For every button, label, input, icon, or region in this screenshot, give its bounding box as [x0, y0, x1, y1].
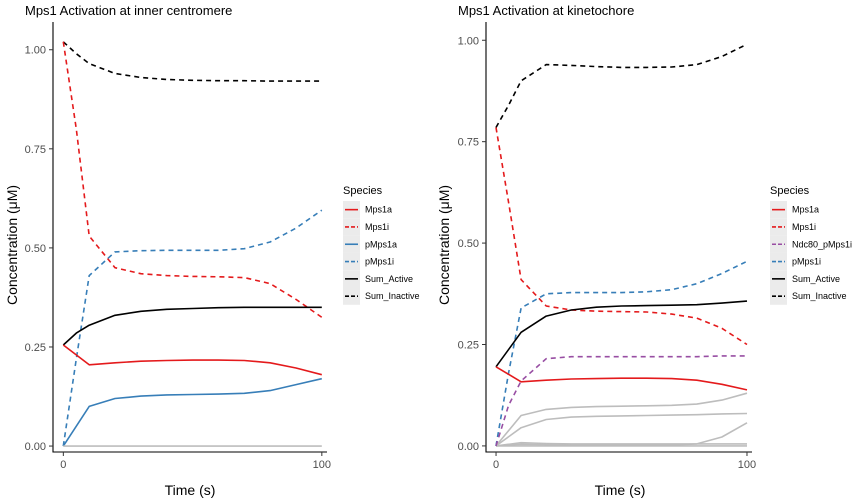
- legend-item-sum-inactive: Sum_Inactive: [343, 287, 420, 305]
- x-tick-label: 0: [60, 459, 66, 471]
- legend-item-mps1i: Mps1i: [770, 218, 816, 236]
- legend-title: Species: [343, 185, 383, 197]
- series-line-mps1a: [495, 366, 748, 391]
- legend-label: pMps1a: [365, 239, 397, 249]
- series-line-mps1i: [62, 41, 323, 318]
- legend-label: Mps1i: [365, 222, 389, 232]
- chart-panel-kinetochore: Mps1 Activation at kinetochore 0.000.250…: [436, 3, 852, 498]
- legend-label: Mps1i: [792, 222, 816, 232]
- legend: Species Mps1a Mps1i Ndc80_pMps1i pMps1i Sum_A…: [770, 185, 852, 305]
- legend-label: Sum_Inactive: [792, 291, 847, 301]
- legend-label: Mps1a: [792, 205, 819, 215]
- series-line-mps1a: [62, 344, 323, 376]
- axis-ticks: 0.00 0.25 0.50 0.75 1.00 0 100: [458, 22, 756, 471]
- series-lines: [62, 41, 323, 447]
- y-tick-label: 0.75: [25, 144, 46, 156]
- series-lines: [495, 43, 748, 447]
- x-axis-title: Time (s): [165, 482, 216, 498]
- legend-item-sum-active: Sum_Active: [770, 270, 840, 288]
- series-line-mps1i: [495, 127, 748, 346]
- chart-title: Mps1 Activation at inner centromere: [25, 3, 232, 18]
- legend-item-pmps1i: pMps1i: [343, 252, 394, 271]
- chart-panel-inner-centromere: Mps1 Activation at inner centromere 0.00…: [4, 3, 420, 498]
- series-line-sum-active: [495, 300, 748, 368]
- legend-item-mps1i: Mps1i: [343, 218, 389, 236]
- y-tick-label: 1.00: [25, 45, 46, 57]
- legend-label: Sum_Active: [792, 274, 840, 284]
- series-line-sum-inactive: [62, 41, 322, 82]
- series-line-unlabeled: [495, 441, 747, 447]
- legend-title: Species: [770, 185, 810, 197]
- chart-title: Mps1 Activation at kinetochore: [458, 3, 634, 18]
- series-line-pmps1a: [62, 377, 322, 447]
- legend-label: Ndc80_pMps1i: [792, 239, 852, 249]
- legend-item-pmps1i: pMps1i: [770, 252, 821, 271]
- x-tick-label: 100: [738, 459, 756, 471]
- axis-ticks: 0.00 0.25 0.50 0.75 1.00 0 100: [25, 22, 331, 471]
- legend-item-mps1a: Mps1a: [343, 201, 392, 219]
- x-tick-label: 100: [313, 459, 331, 471]
- y-tick-label: 0.00: [458, 441, 479, 453]
- legend-label: pMps1i: [365, 257, 394, 267]
- legend-label: Sum_Inactive: [365, 291, 420, 301]
- series-line-sum-active: [62, 306, 322, 346]
- y-tick-label: 0.00: [25, 441, 46, 453]
- series-line-pmps1i: [495, 260, 748, 447]
- y-tick-label: 1.00: [458, 35, 479, 47]
- y-tick-label: 0.25: [458, 340, 479, 352]
- y-tick-label: 0.75: [458, 137, 479, 149]
- y-tick-label: 0.50: [458, 238, 479, 250]
- series-line-pmps1i: [62, 209, 323, 447]
- series-line-unlabeled: [495, 412, 748, 447]
- x-axis-title: Time (s): [595, 482, 646, 498]
- legend-label: pMps1i: [792, 257, 821, 267]
- y-axis-title: Concentration (μM): [436, 185, 452, 305]
- y-tick-label: 0.50: [25, 243, 46, 255]
- legend-label: Sum_Active: [365, 274, 413, 284]
- x-tick-label: 0: [493, 459, 499, 471]
- legend-item-sum-inactive: Sum_Inactive: [770, 287, 847, 305]
- series-line-unlabeled: [495, 392, 748, 447]
- legend: Species Mps1a Mps1i pMps1a pMps1i Sum_Active S…: [343, 185, 420, 305]
- legend-item-sum-active: Sum_Active: [343, 270, 413, 288]
- y-tick-label: 0.25: [25, 342, 46, 354]
- y-axis-title: Concentration (μM): [4, 185, 20, 305]
- series-line-ndc80-pmps1i: [495, 355, 747, 447]
- legend-item-mps1a: Mps1a: [770, 201, 819, 219]
- series-line-sum-inactive: [495, 43, 748, 128]
- legend-item-pmps1a: pMps1a: [343, 235, 397, 253]
- legend-label: Mps1a: [365, 205, 392, 215]
- legend-item-ndc80-pmps1i: Ndc80_pMps1i: [770, 235, 852, 253]
